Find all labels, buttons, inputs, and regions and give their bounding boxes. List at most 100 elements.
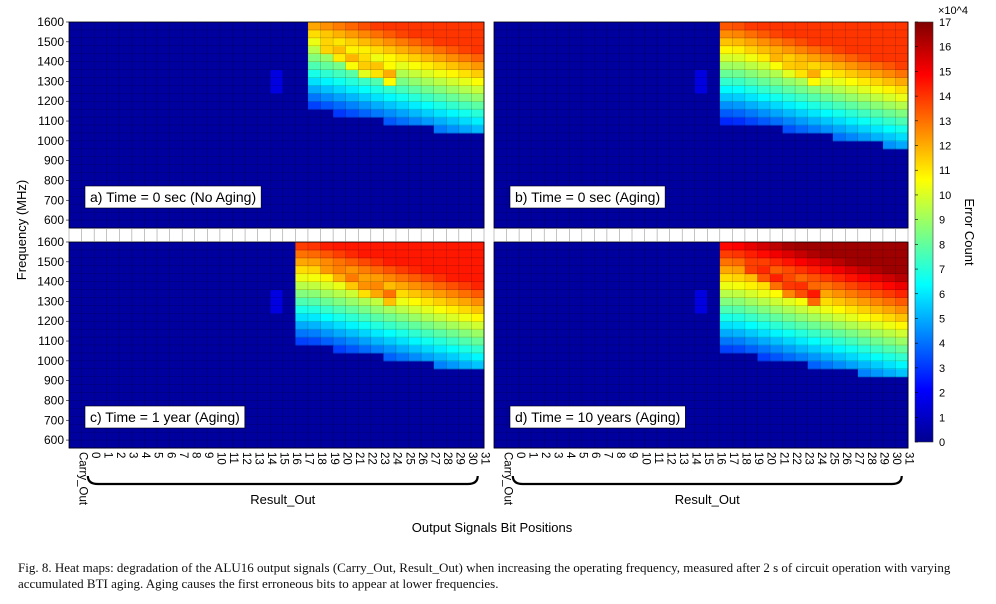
heatmap-cell	[194, 360, 208, 370]
heatmap-cell	[295, 93, 309, 102]
heatmap-cell	[119, 69, 133, 78]
heatmap-cell	[295, 132, 309, 142]
heatmap-cell	[307, 69, 322, 78]
heatmap-cell	[682, 297, 696, 306]
heatmap-cell	[383, 188, 397, 197]
heatmap-cell	[169, 352, 183, 362]
heatmap-cell	[320, 289, 334, 298]
heatmap-cell	[270, 321, 284, 330]
heatmap-cell	[807, 289, 821, 298]
heatmap-cell	[619, 93, 633, 102]
colorbar-tick-label: 16	[939, 42, 951, 54]
heatmap-cell	[644, 125, 658, 134]
heatmap-cell	[519, 45, 533, 55]
heatmap-cell	[295, 408, 309, 417]
heatmap-cell	[295, 188, 309, 197]
heatmap-cell	[358, 289, 372, 298]
heatmap-cell	[895, 384, 909, 394]
heatmap-cell	[506, 140, 520, 150]
heatmap-cell	[370, 61, 384, 71]
heatmap-cell	[295, 281, 309, 291]
heatmap-cell	[795, 289, 809, 298]
heatmap-cell	[744, 424, 758, 433]
heatmap-cell	[707, 37, 721, 47]
heatmap-cell	[707, 132, 721, 142]
heatmap-cell	[94, 392, 108, 401]
heatmap-cell	[569, 368, 583, 378]
heatmap-cell	[106, 273, 120, 283]
heatmap-cell	[370, 416, 384, 425]
heatmap-cell	[333, 408, 347, 417]
heatmap-cell	[119, 440, 133, 449]
heatmap-cell	[69, 416, 83, 425]
heatmap-cell	[657, 305, 671, 314]
heatmap-cell	[194, 77, 208, 86]
heatmap-cell	[544, 265, 558, 275]
heatmap-cell	[182, 400, 196, 409]
heatmap-cell	[506, 69, 520, 78]
heatmap-cell	[408, 337, 422, 346]
heatmap-cell	[619, 172, 633, 181]
heatmap-cell	[333, 368, 347, 378]
heatmap-cell	[707, 188, 721, 197]
heatmap-cell	[544, 376, 558, 386]
heatmap-cell	[782, 132, 796, 142]
heatmap-cell	[333, 257, 347, 267]
heatmap-cell	[494, 297, 508, 306]
colorbar-tick-label: 6	[939, 289, 945, 301]
heatmap-cell	[519, 368, 533, 378]
heatmap-cell	[857, 140, 871, 150]
heatmap-cell	[333, 242, 347, 251]
heatmap-cell	[870, 101, 884, 110]
heatmap-cell	[644, 392, 658, 401]
heatmap-cell	[606, 281, 620, 291]
heatmap-cell	[408, 257, 422, 267]
heatmap-cell	[395, 384, 410, 394]
heatmap-cell	[270, 337, 284, 346]
heatmap-cell	[119, 329, 133, 338]
heatmap-cell	[644, 85, 658, 94]
heatmap-cell	[169, 289, 183, 298]
heatmap-cell	[119, 101, 133, 110]
heatmap-cell	[544, 352, 558, 362]
heatmap-cell	[519, 360, 533, 370]
heatmap-cell	[182, 180, 196, 189]
heatmap-cell	[207, 281, 221, 291]
heatmap-cell	[194, 101, 208, 110]
heatmap-cell	[882, 69, 896, 78]
heatmap-cell	[820, 297, 834, 306]
heatmap-cell	[519, 392, 533, 401]
heatmap-cell	[581, 45, 595, 55]
heatmap-cell	[169, 242, 183, 251]
heatmap-cell	[820, 416, 834, 425]
heatmap-cell	[169, 29, 183, 39]
heatmap-cell	[556, 329, 570, 338]
heatmap-cell	[144, 281, 158, 291]
heatmap-cell	[295, 440, 309, 449]
heatmap-cell	[257, 188, 271, 197]
heatmap-cell	[632, 180, 646, 189]
heatmap-panel: b) Time = 0 sec (Aging)	[493, 21, 909, 229]
heatmap-cell	[569, 242, 583, 251]
heatmap-cell	[594, 164, 608, 174]
heatmap-cell	[782, 376, 796, 386]
heatmap-cell	[446, 432, 460, 441]
heatmap-cell	[471, 329, 485, 338]
heatmap-cell	[144, 45, 158, 55]
heatmap-cell	[421, 148, 435, 158]
heatmap-cell	[245, 69, 259, 78]
heatmap-cell	[870, 440, 884, 449]
heatmap-cell	[194, 329, 208, 338]
heatmap-cell	[857, 125, 871, 134]
heatmap-cell	[383, 360, 397, 370]
heatmap-cell	[307, 392, 322, 401]
heatmap-cell	[395, 140, 410, 150]
heatmap-cell	[632, 85, 646, 94]
heatmap-cell	[446, 220, 460, 229]
heatmap-cell	[157, 368, 171, 378]
heatmap-cell	[169, 360, 183, 370]
heatmap-cell	[544, 204, 558, 213]
heatmap-cell	[694, 156, 708, 166]
heatmap-cell	[707, 140, 721, 150]
heatmap-cell	[207, 242, 221, 251]
